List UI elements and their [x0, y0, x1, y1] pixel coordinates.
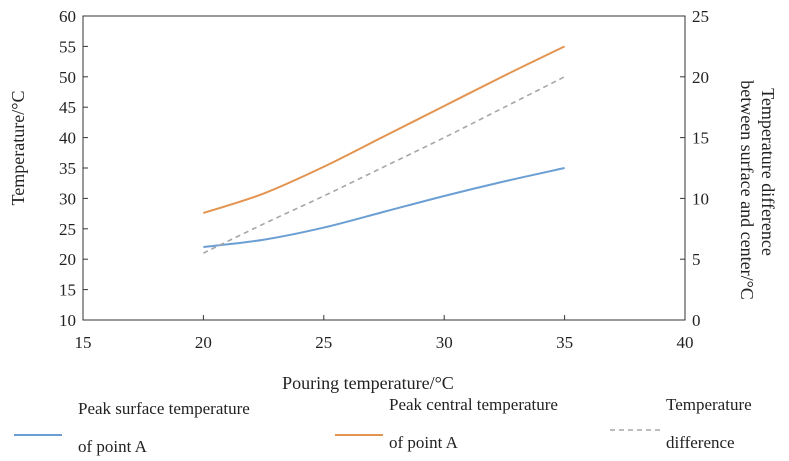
- left-y-tick-label: 10: [59, 311, 76, 330]
- x-tick-label: 25: [315, 333, 332, 352]
- legend-label-difference-line2: difference: [666, 433, 735, 452]
- left-y-tick-label: 40: [59, 129, 76, 148]
- x-tick-label: 40: [677, 333, 694, 352]
- x-axis-title: Pouring temperature/°C: [282, 373, 454, 393]
- right-y-tick-label: 15: [692, 129, 709, 148]
- left-y-tick-label: 35: [59, 159, 76, 178]
- x-tick-label: 35: [556, 333, 573, 352]
- x-tick-label: 15: [75, 333, 92, 352]
- right-y-tick-label: 10: [692, 189, 709, 208]
- series-line-surface-temperature: [203, 167, 565, 249]
- plot-frame: [82, 15, 686, 321]
- legend-label-central-line1: Peak central temperature: [389, 395, 558, 414]
- left-y-tick-label: 30: [59, 189, 76, 208]
- left-y-tick-label: 60: [59, 7, 76, 26]
- series-line-temperature-difference: [203, 76, 565, 254]
- plot-border: [82, 15, 686, 321]
- left-y-axis-title: Temperature/°C: [8, 91, 28, 206]
- right-y-tick-label: 0: [692, 311, 701, 330]
- legend-label-surface-line2: of point A: [78, 437, 148, 456]
- left-y-axis-ticks: 10 15 20 25 30 35 40 45 50 55 60: [59, 7, 88, 330]
- left-y-tick-label: 25: [59, 220, 76, 239]
- legend: Peak surface temperature of point A Peak…: [14, 395, 752, 456]
- x-tick-label: 20: [195, 333, 212, 352]
- right-y-axis-title-line1: Temperature difference: [758, 88, 778, 256]
- series-line-central-temperature: [203, 45, 566, 214]
- right-y-axis-title-line2: between surface and center/°C: [737, 80, 757, 300]
- right-y-tick-label: 25: [692, 7, 709, 26]
- right-y-axis-ticks: 0 5 10 15 20 25: [680, 7, 709, 330]
- legend-label-central-line2: of point A: [389, 433, 459, 452]
- legend-label-surface-line1: Peak surface temperature: [78, 399, 250, 418]
- left-y-tick-label: 20: [59, 250, 76, 269]
- series-lines: [203, 45, 566, 254]
- x-axis-ticks: 15 20 25 30 35 40: [75, 315, 694, 352]
- legend-label-difference-line1: Temperature: [666, 395, 752, 414]
- right-y-tick-label: 20: [692, 68, 709, 87]
- x-tick-label: 30: [436, 333, 453, 352]
- right-y-tick-label: 5: [692, 250, 701, 269]
- left-y-tick-label: 50: [59, 68, 76, 87]
- left-y-tick-label: 15: [59, 281, 76, 300]
- left-y-tick-label: 45: [59, 98, 76, 117]
- left-y-tick-label: 55: [59, 37, 76, 56]
